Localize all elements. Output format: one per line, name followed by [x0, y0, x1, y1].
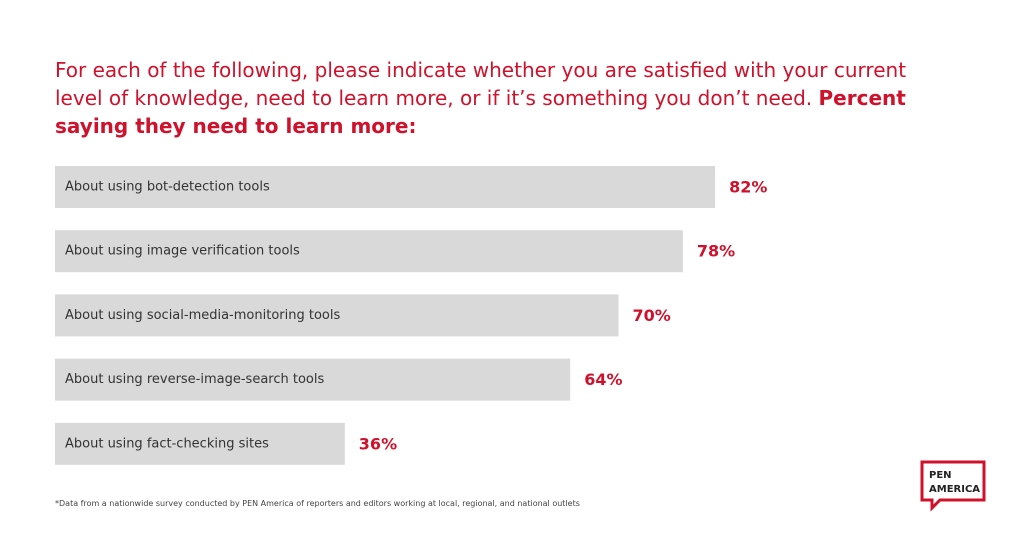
- bar: [55, 166, 716, 208]
- logo: PEN AMERICA: [920, 460, 986, 512]
- footnote: *Data from a nationwide survey conducted…: [55, 499, 580, 508]
- category-label: About using reverse-image-search tools: [65, 372, 324, 387]
- bar: [55, 422, 345, 465]
- value-label: 78%: [697, 242, 735, 261]
- chart-heading: For each of the following, please indica…: [55, 56, 945, 140]
- logo-text: AMERICA: [929, 484, 980, 495]
- logo-text: PEN: [929, 470, 952, 481]
- bar: [55, 294, 619, 337]
- category-label: About using image verification tools: [65, 244, 300, 259]
- value-label: 70%: [633, 306, 671, 325]
- category-label: About using bot-detection tools: [65, 180, 270, 195]
- chart-title: For each of the following, please indica…: [55, 58, 907, 110]
- category-label: About using social-media-monitoring tool…: [65, 308, 340, 323]
- bar: [55, 230, 683, 273]
- bar: [55, 358, 571, 401]
- value-label: 82%: [729, 178, 767, 197]
- chart-subtitle: Percent saying they need to learn more:: [55, 86, 906, 138]
- value-label: 64%: [584, 370, 622, 389]
- logo-frame: [920, 460, 986, 512]
- value-label: 36%: [359, 434, 397, 453]
- category-label: About using fact-checking sites: [65, 436, 269, 451]
